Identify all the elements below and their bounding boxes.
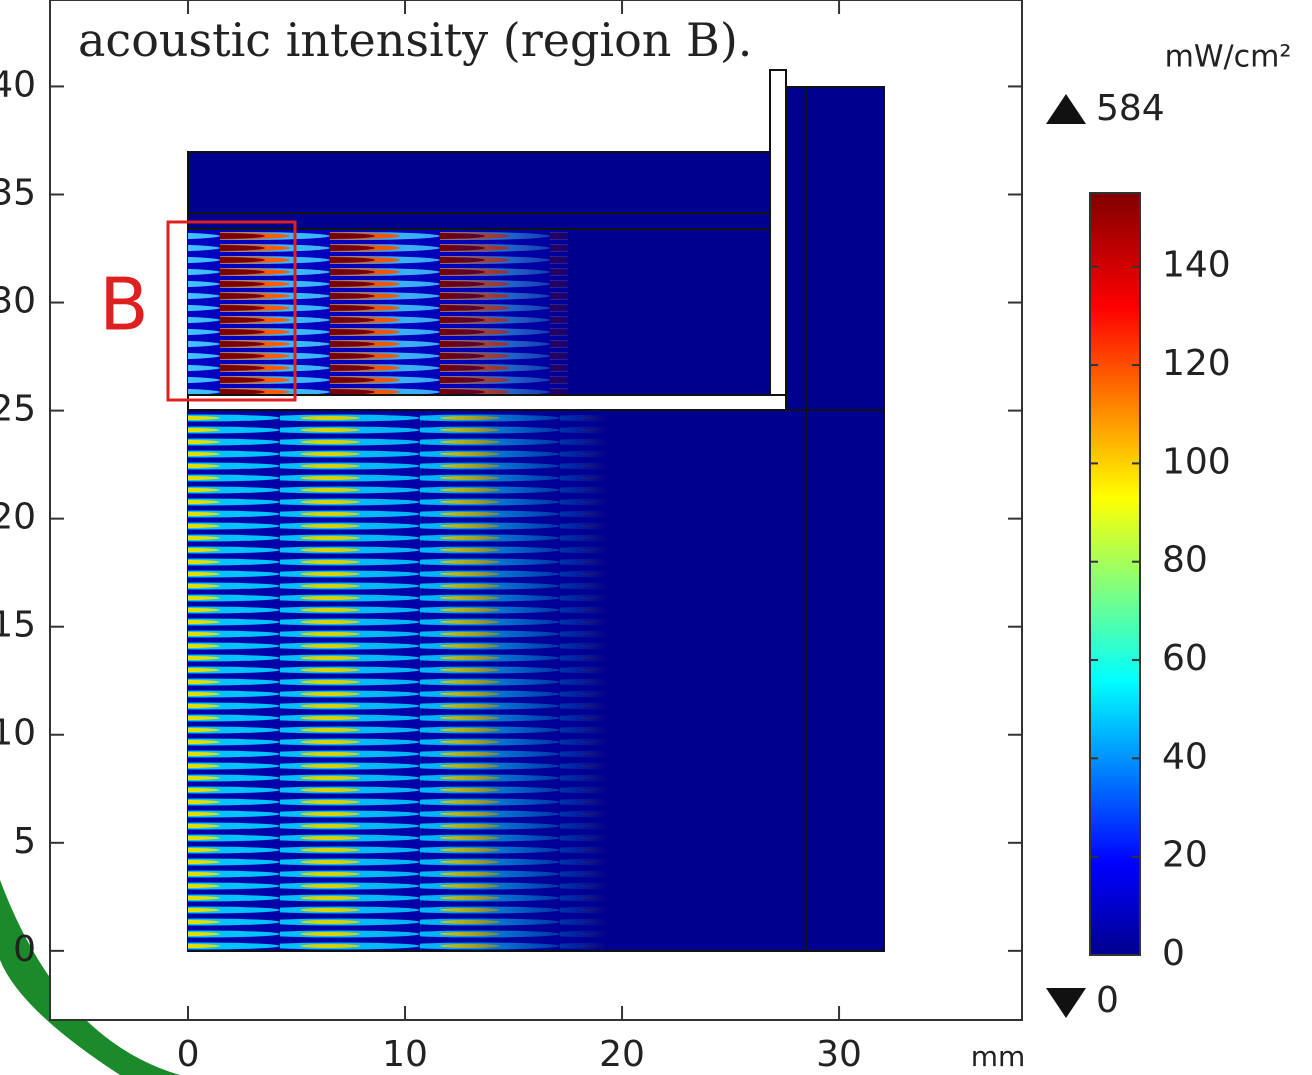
y-tick-label: 10 <box>0 713 36 754</box>
x-tick-label: 20 <box>599 1034 645 1075</box>
domain <box>187 69 885 952</box>
decoration <box>0 880 180 1075</box>
colorbar-max: 584 <box>1096 88 1165 129</box>
colorbar-min: 0 <box>1096 980 1119 1021</box>
x-unit: mm <box>971 1040 1026 1073</box>
colorbar-tick-label: 100 <box>1162 441 1231 482</box>
y-tick-label: 30 <box>0 281 36 322</box>
y-tick-label: 0 <box>13 929 36 970</box>
y-tick-label: 25 <box>0 389 36 430</box>
colorbar-tick-label: 20 <box>1162 835 1208 876</box>
y-tick-label: 40 <box>0 64 36 105</box>
x-tick-label: 10 <box>382 1034 428 1075</box>
y-tick-label: 20 <box>0 497 36 538</box>
annotation: B <box>99 263 148 347</box>
x-tick-label: 30 <box>816 1034 862 1075</box>
chart-title: acoustic intensity (region B). <box>78 13 752 67</box>
colorbar-tick-label: 0 <box>1162 933 1185 974</box>
title-bg <box>62 5 862 67</box>
colorbar-tick-label: 120 <box>1162 343 1231 384</box>
max-marker <box>1046 94 1086 124</box>
y-tick-label: 35 <box>0 172 36 213</box>
colorbar-tick-label: 60 <box>1162 638 1208 679</box>
y-tick-label: 5 <box>13 821 36 862</box>
colorbar-tick-label: 80 <box>1162 540 1208 581</box>
colorbar-tick-label: 140 <box>1162 245 1231 286</box>
colorbar <box>1089 192 1141 956</box>
colorbar-unit: mW/cm² <box>1165 40 1292 75</box>
region-box <box>166 220 297 402</box>
min-marker <box>1046 988 1086 1018</box>
x-tick-label: 0 <box>177 1034 200 1075</box>
y-tick-label: 15 <box>0 605 36 646</box>
colorbar-tick-label: 40 <box>1162 736 1208 777</box>
